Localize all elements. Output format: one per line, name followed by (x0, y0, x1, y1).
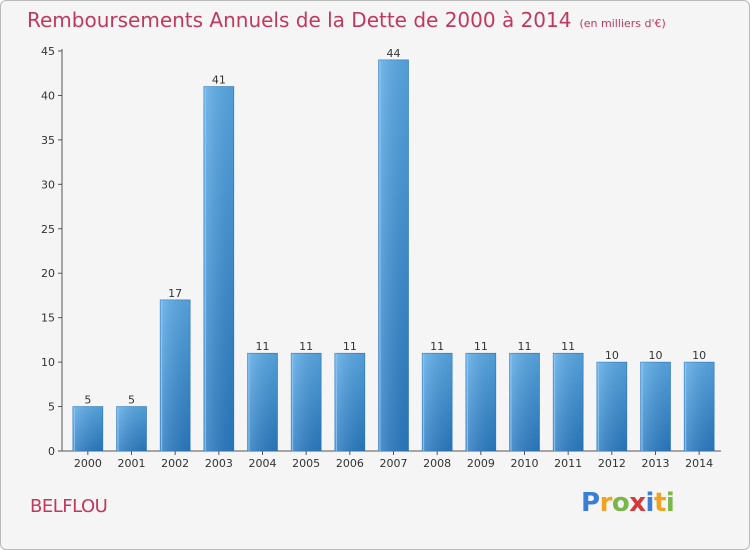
logo-letter: r (599, 488, 613, 518)
y-tick-label: 20 (41, 267, 55, 280)
logo-letter: x (629, 488, 646, 518)
bar-shade (640, 362, 671, 451)
y-tick-label: 10 (41, 356, 55, 369)
bar-shade (116, 406, 147, 451)
chart-axes: 0 5 10 15 20 25 30 35 40 45 2000 2001 2002 2003 2004 20… (41, 45, 721, 470)
logo-letter: i (665, 488, 675, 518)
logo-letter: P (581, 488, 600, 518)
y-tick-label: 45 (41, 45, 55, 58)
bar-value-label: 5 (128, 394, 135, 407)
bar-shade (247, 353, 278, 451)
bar-shade (596, 362, 627, 451)
x-tick-label: 2011 (554, 457, 582, 470)
bar-value-label: 10 (605, 349, 619, 362)
x-tick-label: 2012 (598, 457, 626, 470)
x-tick-label: 2000 (74, 457, 102, 470)
x-tick-label: 2004 (249, 457, 277, 470)
y-tick-label: 15 (41, 312, 55, 325)
bar-value-label: 11 (474, 340, 488, 353)
bar-shade (203, 86, 234, 452)
bar-shade (378, 59, 409, 452)
bar-shade (465, 353, 496, 451)
chart-title-text: Remboursements Annuels de la Dette de 20… (27, 8, 572, 32)
bar-shade (422, 353, 453, 451)
bar-value-label: 10 (649, 349, 663, 362)
bar-shade (684, 362, 715, 451)
x-tick-label: 2008 (423, 457, 451, 470)
bar-shade (72, 406, 103, 451)
bar-value-label: 11 (343, 340, 357, 353)
y-tick-label: 30 (41, 178, 55, 191)
x-tick-label: 2014 (685, 457, 713, 470)
y-tick-label: 35 (41, 134, 55, 147)
commune-name: BELFLOU (30, 496, 108, 517)
bar-shade (160, 299, 191, 451)
proxiti-logo: Proxiti (581, 488, 675, 518)
bar-value-label: 11 (256, 340, 270, 353)
logo-letter: o (611, 488, 630, 518)
x-tick-label: 2006 (336, 457, 364, 470)
logo-letter: t (653, 488, 666, 518)
bar-value-label: 41 (212, 74, 226, 87)
chart-title: Remboursements Annuels de la Dette de 20… (27, 8, 666, 32)
chart-bars: 5 5 17 41 11 11 11 44 11 11 11 11 10 10 10 (72, 47, 715, 452)
x-tick-label: 2001 (118, 457, 146, 470)
x-tick-label: 2002 (161, 457, 189, 470)
bar-value-label: 11 (561, 340, 575, 353)
x-tick-label: 2007 (380, 457, 408, 470)
bar-value-label: 17 (168, 287, 182, 300)
x-tick-label: 2009 (467, 457, 495, 470)
x-tick-label: 2010 (511, 457, 539, 470)
y-tick-label: 25 (41, 223, 55, 236)
x-tick-label: 2003 (205, 457, 233, 470)
y-tick-label: 5 (48, 401, 55, 414)
bar-value-label: 11 (518, 340, 532, 353)
bar-value-label: 44 (387, 47, 401, 60)
bar-shade (509, 353, 540, 451)
bar-value-label: 10 (692, 349, 706, 362)
logo-letter: i (645, 488, 655, 518)
x-tick-label: 2013 (642, 457, 670, 470)
bar-value-label: 11 (299, 340, 313, 353)
x-tick-label: 2005 (292, 457, 320, 470)
bar-value-label: 5 (84, 394, 91, 407)
bar-shade (553, 353, 584, 451)
y-tick-label: 0 (48, 445, 55, 458)
bar-shade (291, 353, 322, 451)
chart-unit: (en milliers d'€) (579, 17, 666, 30)
bar-value-label: 11 (430, 340, 444, 353)
y-tick-label: 40 (41, 89, 55, 102)
bar-shade (334, 353, 365, 451)
